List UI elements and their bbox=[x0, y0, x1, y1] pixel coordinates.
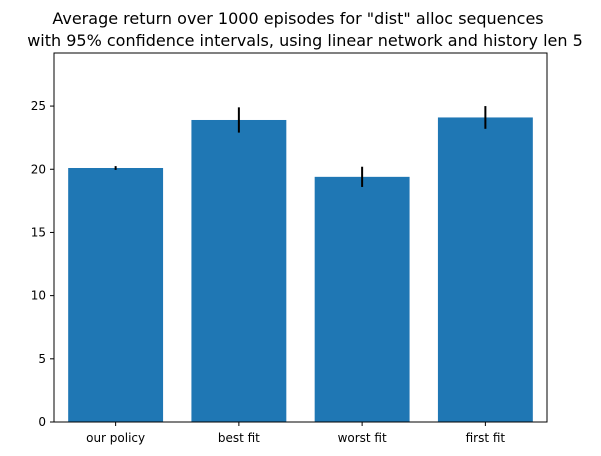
y-tick-label-2: 10 bbox=[31, 289, 46, 303]
y-tick-label-5: 25 bbox=[31, 99, 46, 113]
bar-3 bbox=[437, 117, 533, 422]
x-tick-label-3: first fit bbox=[466, 431, 506, 445]
axes-frame bbox=[53, 52, 548, 423]
y-tick-label-4: 20 bbox=[31, 162, 46, 176]
chart-title-line-1: Average return over 1000 episodes for "d… bbox=[52, 9, 543, 28]
plot-area: our policy best fit worst fit first fit 0 5 10… bbox=[31, 52, 548, 445]
x-tick-label-1: best fit bbox=[218, 431, 260, 445]
bar-0 bbox=[68, 167, 164, 422]
y-tick-label-1: 5 bbox=[38, 352, 46, 366]
bar-1 bbox=[191, 119, 287, 423]
x-tick-label-0: our policy bbox=[86, 431, 145, 445]
y-tick-label-3: 15 bbox=[31, 225, 46, 239]
bar-2 bbox=[314, 176, 410, 422]
y-tick-label-0: 0 bbox=[38, 415, 46, 429]
x-tick-label-2: worst fit bbox=[338, 431, 387, 445]
chart-title-line-2: with 95% confidence intervals, using lin… bbox=[27, 31, 583, 50]
